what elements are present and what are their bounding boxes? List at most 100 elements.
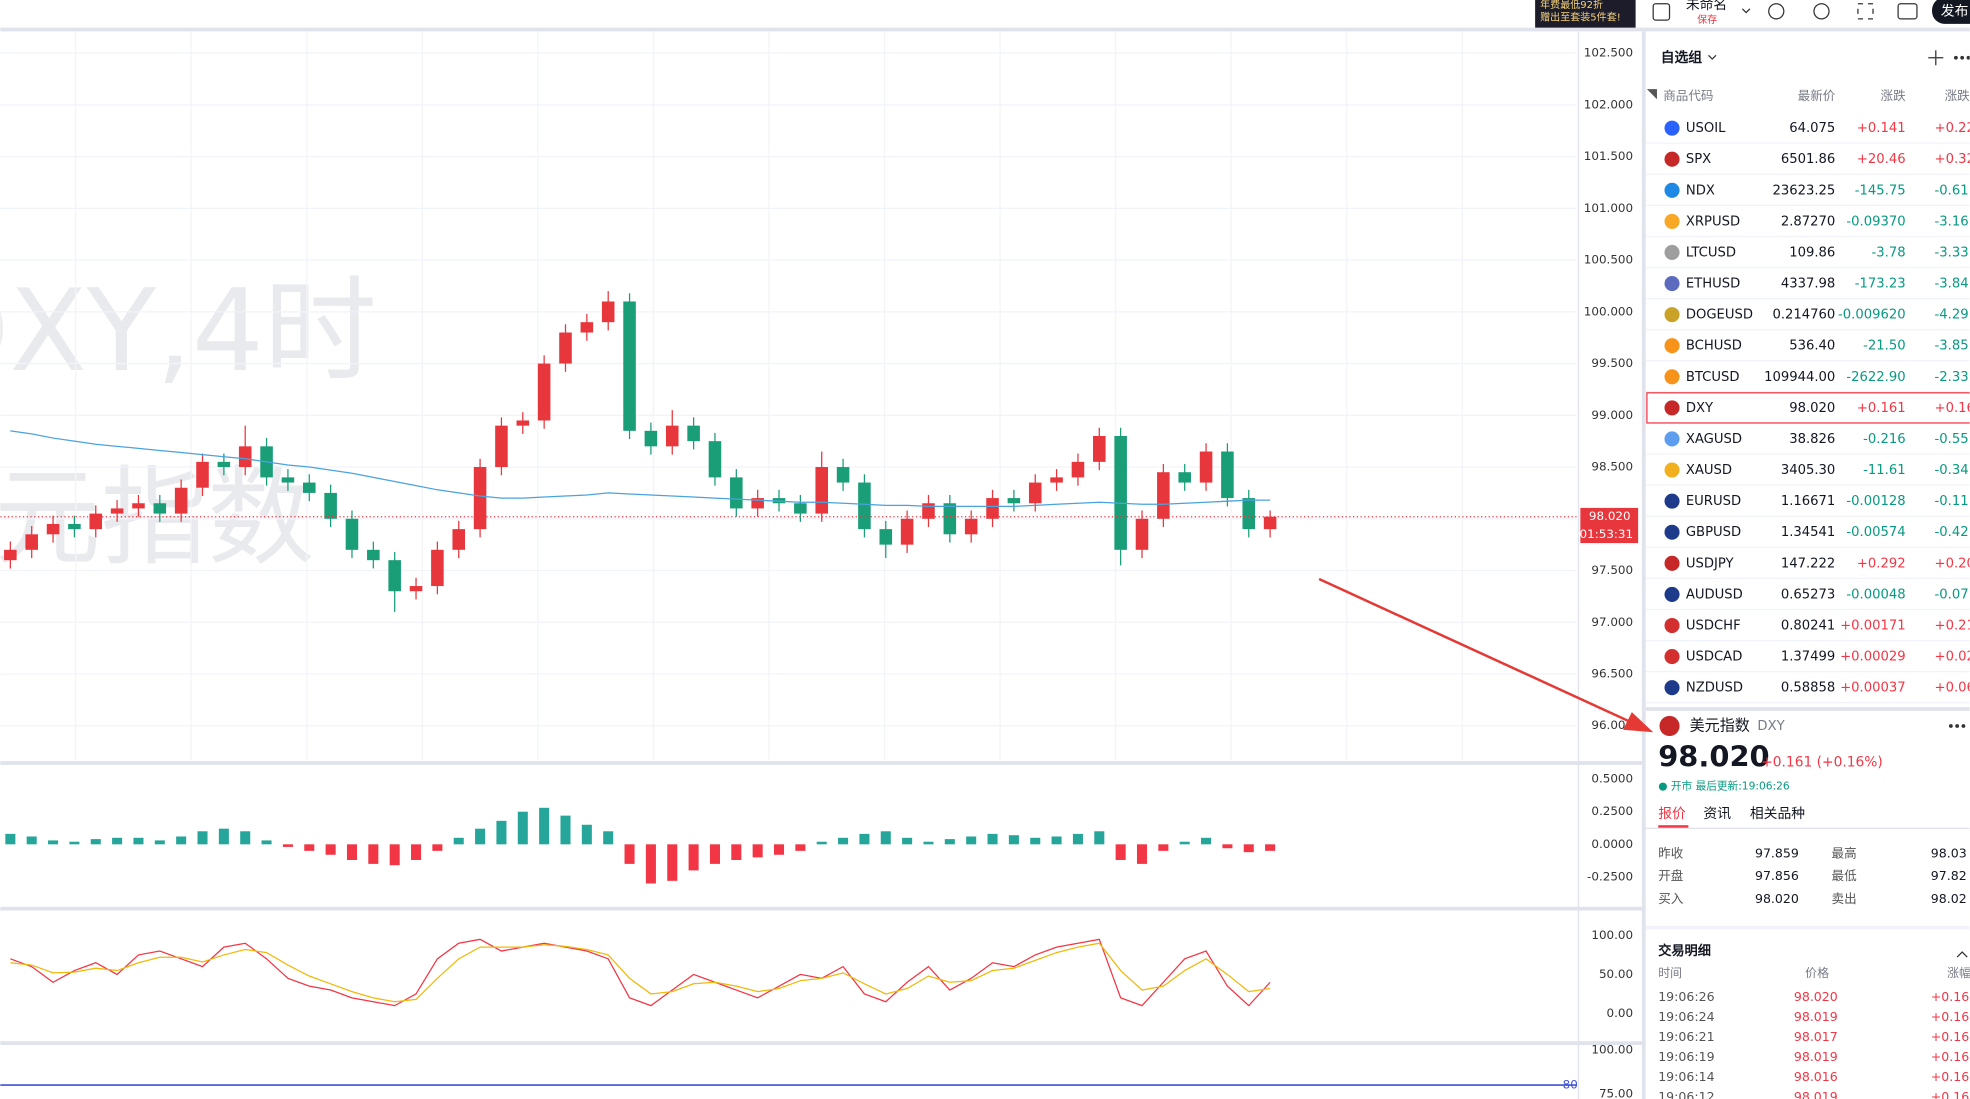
candle-body bbox=[281, 477, 295, 483]
histogram-bar bbox=[1179, 841, 1190, 845]
candle-body bbox=[516, 420, 530, 426]
icon[interactable] bbox=[1813, 3, 1830, 20]
symbol[interactable]: AUDUSD bbox=[1686, 587, 1743, 602]
menu-dot[interactable] bbox=[1948, 724, 1953, 728]
symbol[interactable]: XRPUSD bbox=[1686, 214, 1740, 229]
column-header[interactable]: 最新价 bbox=[1798, 88, 1836, 103]
symbol[interactable]: XAGUSD bbox=[1686, 432, 1742, 447]
y-tick-label: 97.500 bbox=[1591, 563, 1633, 577]
stat-value: 97.82 bbox=[1931, 868, 1967, 883]
trade-price: 98.019 bbox=[1794, 1049, 1838, 1064]
last-price: 1.37499 bbox=[1781, 650, 1835, 665]
trade-pct: +0.16% bbox=[1931, 1089, 1970, 1099]
menu-dot[interactable] bbox=[1961, 724, 1966, 728]
candle-body bbox=[89, 513, 103, 530]
change-pct: -3.16 bbox=[1935, 214, 1969, 229]
histogram-bar bbox=[304, 844, 315, 851]
histogram-bar bbox=[795, 844, 806, 851]
change: -0.00128 bbox=[1846, 494, 1905, 509]
divider bbox=[1645, 827, 1970, 829]
histogram-bar bbox=[346, 844, 357, 860]
menu-dot[interactable] bbox=[1966, 55, 1970, 60]
histogram-bar bbox=[1136, 844, 1148, 864]
icon[interactable] bbox=[1897, 3, 1918, 20]
layout-name[interactable]: 未命名 bbox=[1686, 0, 1727, 13]
watchlist-title[interactable]: 自选组 bbox=[1661, 49, 1703, 66]
symbol[interactable]: USDJPY bbox=[1686, 556, 1735, 571]
symbol[interactable]: DOGEUSD bbox=[1686, 308, 1753, 323]
icon[interactable] bbox=[1768, 3, 1785, 20]
symbol[interactable]: NZDUSD bbox=[1686, 681, 1743, 696]
symbol[interactable]: USOIL bbox=[1686, 121, 1726, 136]
column-header[interactable]: 涨跌 bbox=[1881, 88, 1907, 103]
trades-header: 涨幅 bbox=[1947, 966, 1970, 980]
symbol[interactable]: USDCHF bbox=[1686, 618, 1741, 633]
symbol-icon bbox=[1664, 400, 1680, 416]
y-tick-label: 96.500 bbox=[1591, 666, 1633, 680]
flag-icon bbox=[1659, 715, 1680, 737]
dropdown[interactable] bbox=[1741, 8, 1751, 14]
candle-body bbox=[495, 425, 508, 468]
symbol-icon bbox=[1664, 524, 1680, 540]
tab[interactable]: 报价 bbox=[1658, 806, 1686, 822]
histogram-bar bbox=[603, 831, 614, 845]
menu-dot[interactable] bbox=[1955, 724, 1960, 728]
save-status: 保存 bbox=[1697, 13, 1717, 26]
layout-icon[interactable] bbox=[1652, 3, 1671, 21]
candle-body bbox=[730, 477, 743, 509]
histogram-bar bbox=[539, 807, 550, 845]
symbol-icon bbox=[1664, 617, 1680, 634]
change: +0.161 bbox=[1857, 401, 1906, 416]
add-button[interactable] bbox=[1928, 50, 1944, 66]
menu-dot[interactable] bbox=[1960, 55, 1965, 60]
watermark: DXY,4时 bbox=[0, 265, 377, 397]
trade-pct: +0.16% bbox=[1931, 1009, 1970, 1024]
column-header[interactable]: 商品代码 bbox=[1663, 88, 1713, 103]
oscillator-line bbox=[10, 942, 1271, 1003]
symbol[interactable]: DXY bbox=[1686, 401, 1714, 416]
symbol[interactable]: USDCAD bbox=[1686, 650, 1743, 665]
symbol[interactable]: GBPUSD bbox=[1686, 525, 1741, 540]
symbol[interactable]: ETHUSD bbox=[1686, 277, 1740, 292]
last-price: 109.86 bbox=[1789, 245, 1835, 260]
column-header[interactable]: 涨跌 bbox=[1945, 88, 1970, 103]
y-tick-label: 100.00 bbox=[1591, 1043, 1633, 1057]
histogram-bar bbox=[1008, 835, 1019, 845]
y-tick-label: 98.500 bbox=[1591, 460, 1633, 474]
promo-banner[interactable] bbox=[1535, 0, 1636, 28]
price-tag bbox=[1580, 507, 1639, 544]
promo-line: 赠出至套装5件套! bbox=[1540, 11, 1621, 24]
symbol[interactable]: BTCUSD bbox=[1686, 370, 1740, 385]
histogram-bar bbox=[1115, 844, 1126, 860]
histogram-bar bbox=[987, 833, 998, 845]
market-status: ● 开市 最后更新:19:06:26 bbox=[1658, 779, 1790, 792]
icon[interactable] bbox=[1857, 3, 1874, 20]
histogram-bar bbox=[709, 844, 720, 864]
symbol[interactable]: EURUSD bbox=[1686, 494, 1741, 509]
candle-body bbox=[1114, 435, 1127, 550]
publish-button[interactable] bbox=[1932, 0, 1970, 24]
candle-body bbox=[174, 487, 188, 514]
symbol-icon bbox=[1664, 276, 1680, 292]
last-price: 3405.30 bbox=[1781, 463, 1835, 478]
symbol[interactable]: BCHUSD bbox=[1686, 339, 1742, 354]
symbol[interactable]: XAUSD bbox=[1686, 463, 1732, 478]
candle-body bbox=[1242, 498, 1256, 530]
menu-dot[interactable] bbox=[1954, 55, 1958, 60]
change: +0.292 bbox=[1857, 556, 1906, 571]
symbol[interactable]: SPX bbox=[1686, 152, 1711, 167]
histogram-bar bbox=[731, 844, 742, 860]
dropdown[interactable] bbox=[1708, 54, 1717, 60]
histogram-bar bbox=[1051, 836, 1062, 845]
symbol[interactable]: LTCUSD bbox=[1686, 245, 1736, 260]
y-tick-label: 0.2500 bbox=[1591, 804, 1633, 818]
symbol[interactable]: NDX bbox=[1686, 183, 1715, 198]
candle-body bbox=[922, 503, 935, 519]
collapse[interactable] bbox=[1956, 951, 1968, 958]
last-price: 109944.00 bbox=[1764, 370, 1835, 385]
tab[interactable]: 资讯 bbox=[1703, 806, 1731, 822]
histogram-bar bbox=[880, 831, 891, 845]
divider bbox=[1645, 707, 1970, 711]
tab[interactable]: 相关品种 bbox=[1750, 806, 1805, 822]
candle-body bbox=[964, 518, 978, 535]
